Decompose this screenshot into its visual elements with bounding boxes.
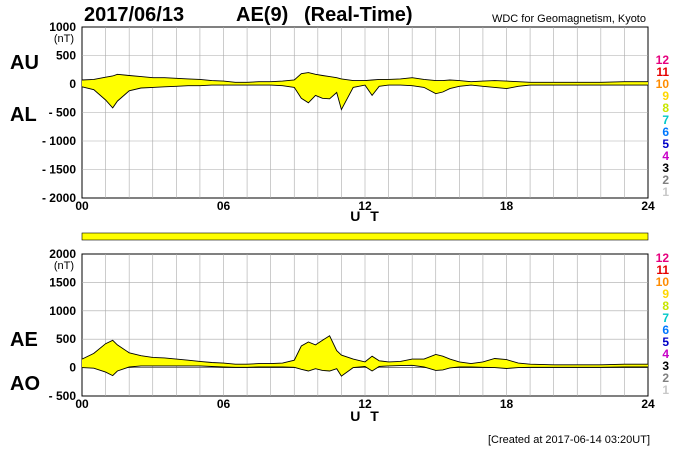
top-x-tick-label: 12 [358,199,372,213]
bottom-x-tick-label: 18 [500,397,514,411]
legend-station-count: 12 [656,53,670,67]
ae-ao-xlabel: U T [350,408,382,424]
legend-station-count: 9 [662,89,669,103]
au-label: AU [10,52,39,74]
legend-station-count: 3 [662,359,669,373]
legend-station-count: 10 [656,77,670,91]
au-al-xlabel: U T [350,208,382,224]
legend-station-count: 8 [662,299,669,313]
bottom-x-tick-label: 00 [75,397,89,411]
top-y-tick-label: - 500 [49,106,77,120]
ae-ao-unit: (nT) [54,260,74,272]
created-timestamp: [Created at 2017-06-14 03:20UT] [488,434,650,446]
legend-station-count: 4 [662,149,669,163]
bottom-x-tick-label: 24 [641,397,655,411]
top-y-tick-label: - 1000 [42,134,76,148]
au-al-unit: (nT) [54,33,74,45]
bottom-y-tick-label: 1000 [49,304,76,318]
bottom-envelope-fill [82,335,648,377]
legend-station-count: 2 [662,173,669,187]
bottom-x-tick-label: 06 [217,397,231,411]
top-y-tick-label: - 2000 [42,191,76,205]
top-y-tick-label: 1000 [49,20,76,34]
bottom-y-tick-label: 500 [56,332,76,346]
bottom-y-tick-label: 2000 [49,247,76,261]
top-x-tick-label: 18 [500,199,514,213]
bottom-y-tick-label: 0 [69,361,76,375]
chart-mode: (Real-Time) [304,4,413,26]
series-ae-line [81,335,648,366]
chart-source: WDC for Geomagnetism, Kyoto [492,13,646,25]
legend-station-count: 7 [662,113,669,127]
top-x-tick-label: 24 [641,199,655,213]
legend-station-count: 1 [662,185,669,199]
top-x-tick-label: 06 [217,199,231,213]
legend-station-count: 3 [662,161,669,175]
ae-label: AE [10,329,38,351]
top-y-tick-label: - 1500 [42,163,76,177]
legend-station-count: 11 [656,65,669,79]
legend-station-count: 5 [662,335,669,349]
legend-station-count: 4 [662,347,669,361]
legend-station-count: 1 [662,383,669,397]
ao-label: AO [10,373,40,395]
al-label: AL [10,104,37,126]
legend-station-count: 10 [656,275,670,289]
au-al-panel: AU AL (nT) U T 1000 500 0 - 500 - 1000 - 1500… [10,20,655,224]
series-au-line [81,72,648,83]
bottom-y-tick-label: 1500 [49,275,76,289]
legend-station-count: 6 [662,323,669,337]
top-x-tick-label: 00 [75,199,89,213]
chart-index: AE(9) [236,4,288,26]
legend-station-count: 9 [662,287,669,301]
series-al-line [81,84,648,111]
legend-station-count: 5 [662,137,669,151]
chart-date: 2017/06/13 [84,4,184,26]
top-y-tick-label: 500 [56,49,76,63]
top-y-tick-label: 0 [69,77,76,91]
legend-station-count: 7 [662,311,669,325]
top-envelope-fill [82,72,648,110]
bottom-x-tick-label: 12 [358,397,372,411]
bottom-y-tick-label: - 500 [49,389,77,403]
legend-station-count: 8 [662,101,669,115]
legend-station-count: 12 [656,251,670,265]
series-ao-line [81,364,648,377]
station-coverage-bar [81,232,649,241]
legend-station-count: 11 [656,263,669,277]
legend-station-count: 6 [662,125,669,139]
legend-station-count: 2 [662,371,669,385]
